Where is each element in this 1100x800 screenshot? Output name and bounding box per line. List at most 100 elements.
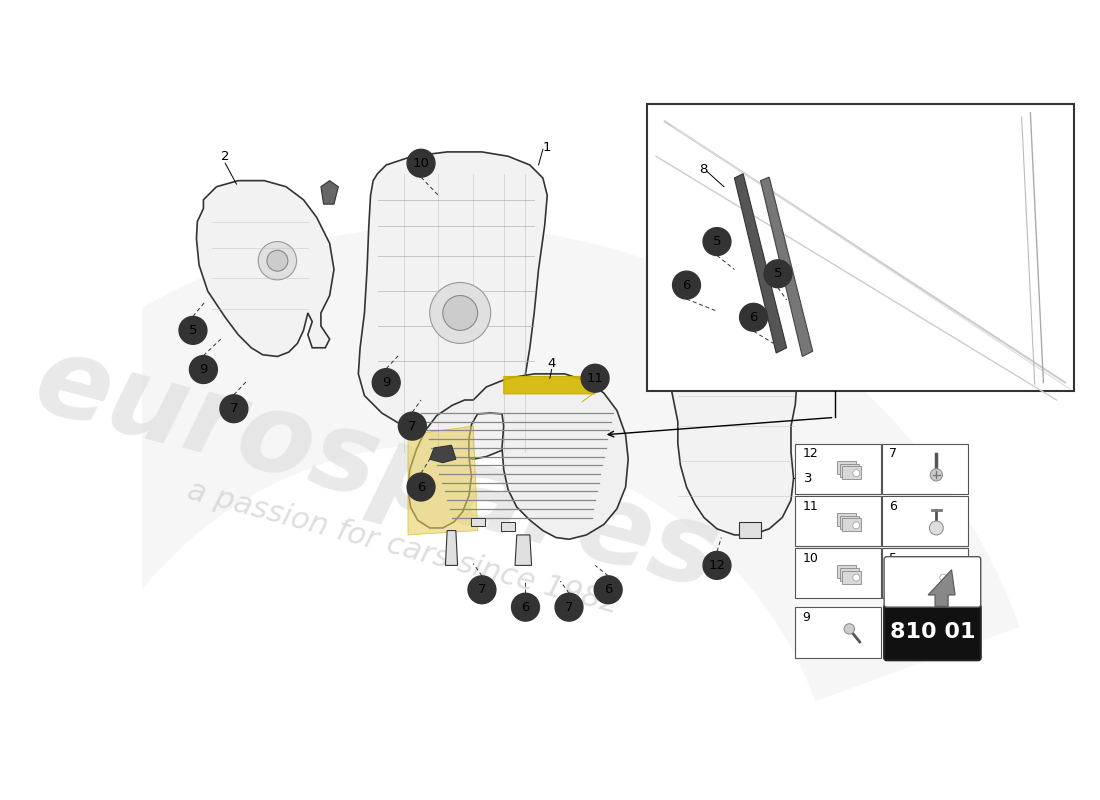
- Bar: [837, 513, 856, 526]
- Bar: [795, 548, 881, 598]
- Text: 6: 6: [604, 583, 613, 596]
- Text: 10: 10: [412, 157, 429, 170]
- Circle shape: [398, 412, 427, 440]
- Circle shape: [267, 250, 288, 271]
- Wedge shape: [0, 226, 1020, 702]
- Circle shape: [850, 571, 857, 578]
- Bar: [843, 466, 861, 479]
- Bar: [843, 518, 861, 531]
- Text: 6: 6: [682, 278, 691, 291]
- Polygon shape: [197, 181, 334, 357]
- Bar: [839, 463, 859, 477]
- Circle shape: [581, 364, 609, 392]
- Polygon shape: [446, 530, 458, 566]
- Polygon shape: [408, 426, 477, 535]
- Bar: [795, 607, 881, 658]
- Polygon shape: [359, 152, 547, 459]
- Circle shape: [848, 569, 855, 576]
- Text: 5: 5: [713, 235, 722, 248]
- Circle shape: [407, 473, 434, 501]
- Text: 2: 2: [221, 150, 230, 162]
- Circle shape: [443, 295, 477, 330]
- Circle shape: [937, 571, 944, 578]
- Text: 7: 7: [408, 420, 417, 433]
- Circle shape: [703, 551, 730, 579]
- Bar: [839, 568, 859, 581]
- Text: 1: 1: [543, 141, 551, 154]
- FancyBboxPatch shape: [884, 557, 981, 607]
- Circle shape: [850, 467, 857, 474]
- Text: 6: 6: [521, 601, 530, 614]
- Polygon shape: [408, 374, 628, 539]
- Circle shape: [594, 576, 623, 604]
- Circle shape: [179, 317, 207, 344]
- Circle shape: [407, 150, 434, 177]
- Circle shape: [220, 394, 248, 422]
- Bar: [471, 518, 485, 526]
- Polygon shape: [504, 377, 595, 394]
- Circle shape: [764, 260, 792, 288]
- Text: 6: 6: [749, 311, 758, 324]
- Polygon shape: [430, 446, 455, 462]
- FancyBboxPatch shape: [648, 104, 1074, 391]
- Bar: [502, 522, 515, 530]
- FancyBboxPatch shape: [884, 605, 981, 660]
- Bar: [924, 566, 944, 578]
- Bar: [839, 516, 859, 529]
- Bar: [882, 443, 968, 494]
- Text: 9: 9: [199, 363, 208, 376]
- Circle shape: [258, 242, 297, 280]
- Text: 5: 5: [889, 552, 898, 565]
- Circle shape: [930, 521, 944, 535]
- Bar: [837, 461, 856, 474]
- Text: 810 01: 810 01: [890, 622, 976, 642]
- Circle shape: [703, 228, 730, 255]
- Polygon shape: [515, 535, 531, 566]
- Circle shape: [852, 522, 860, 529]
- Bar: [930, 570, 948, 584]
- Text: 7: 7: [230, 402, 238, 415]
- Bar: [837, 566, 856, 578]
- Text: 11: 11: [586, 372, 604, 385]
- Circle shape: [430, 282, 491, 343]
- Text: 5: 5: [773, 267, 782, 280]
- Text: 9: 9: [382, 376, 390, 389]
- Text: 8: 8: [700, 163, 708, 176]
- Bar: [739, 522, 760, 538]
- Text: 7: 7: [477, 583, 486, 596]
- Text: eurospares: eurospares: [24, 327, 730, 612]
- Circle shape: [852, 574, 860, 581]
- Text: 6: 6: [889, 500, 898, 513]
- Circle shape: [848, 465, 855, 471]
- Bar: [882, 496, 968, 546]
- Text: 10: 10: [802, 552, 818, 565]
- Polygon shape: [760, 177, 813, 357]
- Circle shape: [850, 519, 857, 526]
- Circle shape: [739, 303, 768, 331]
- Text: 9: 9: [802, 611, 811, 624]
- Polygon shape: [663, 322, 798, 535]
- Text: 12: 12: [802, 447, 818, 461]
- Text: 7: 7: [564, 601, 573, 614]
- Circle shape: [844, 624, 855, 634]
- Bar: [795, 443, 881, 494]
- Circle shape: [931, 469, 943, 481]
- Polygon shape: [928, 570, 955, 606]
- Text: 11: 11: [802, 500, 818, 513]
- Text: 5: 5: [189, 324, 197, 337]
- Circle shape: [189, 356, 218, 383]
- Text: 4: 4: [548, 357, 556, 370]
- Bar: [843, 570, 861, 584]
- Text: a passion for cars since 1982: a passion for cars since 1982: [185, 476, 623, 620]
- Circle shape: [372, 369, 400, 397]
- Polygon shape: [735, 174, 786, 353]
- Circle shape: [556, 594, 583, 621]
- Text: 12: 12: [708, 559, 726, 572]
- Text: 6: 6: [417, 481, 426, 494]
- Circle shape: [852, 470, 860, 477]
- Bar: [795, 496, 881, 546]
- Circle shape: [512, 594, 539, 621]
- Polygon shape: [321, 181, 339, 204]
- Circle shape: [939, 574, 947, 581]
- Circle shape: [848, 517, 855, 524]
